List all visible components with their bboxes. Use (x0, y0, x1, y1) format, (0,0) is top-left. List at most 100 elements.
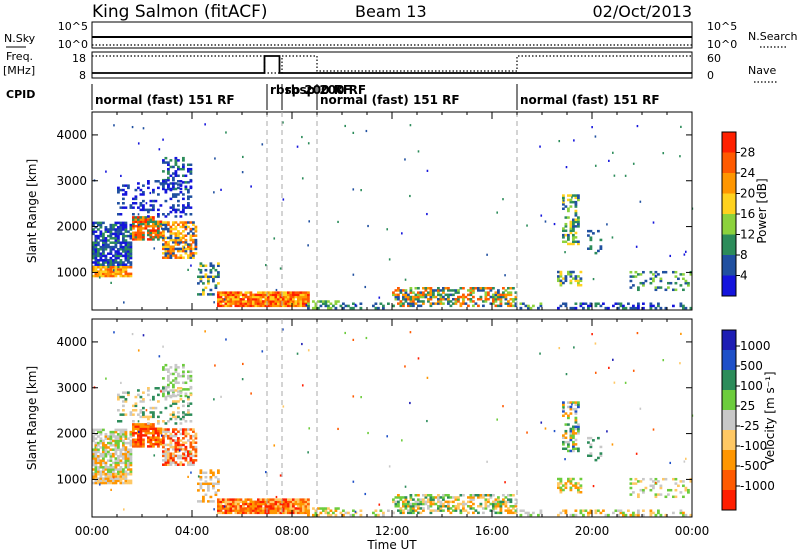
velocity-cell (149, 406, 153, 410)
velocity-cell (97, 479, 100, 483)
power-cell (202, 275, 205, 279)
velocity-colorbar-label: Velocity [m s⁻¹] (763, 371, 777, 464)
power-cell (232, 302, 235, 305)
velocity-cell (97, 468, 100, 471)
velocity-cell (414, 500, 418, 504)
velocity-cell (192, 445, 195, 449)
power-cell (187, 167, 190, 171)
velocity-cell (214, 364, 216, 367)
power-cell (182, 221, 185, 224)
power-cell (482, 304, 485, 308)
power-cell (449, 289, 453, 292)
power-cell (509, 293, 513, 297)
power-cell (564, 277, 568, 280)
power-cell (437, 297, 440, 301)
velocity-cell (402, 496, 405, 499)
power-cell (117, 234, 120, 238)
power-cell (682, 288, 685, 292)
velocity-cell (514, 511, 518, 515)
velocity-cell (294, 498, 298, 501)
velocity-cell (277, 502, 280, 506)
velocity-cell (174, 461, 178, 464)
velocity-cell (249, 502, 253, 506)
power-cell (227, 295, 230, 299)
velocity-cell (577, 486, 580, 490)
velocity-cell (427, 500, 430, 504)
power-cell (572, 238, 575, 241)
velocity-cell (462, 507, 465, 510)
velocity-cell (252, 509, 255, 512)
power-cell (569, 222, 573, 226)
freq-panel-frame (91, 51, 693, 79)
power-cell (589, 238, 593, 242)
velocity-cell (342, 509, 345, 512)
power-cell (574, 211, 578, 215)
power-cell (219, 295, 223, 299)
velocity-cell (612, 511, 615, 515)
velocity-cell (407, 504, 410, 508)
power-cell (157, 193, 160, 196)
velocity-cell (167, 452, 170, 455)
velocity-cell (127, 448, 130, 451)
power-cell (289, 295, 293, 299)
velocity-cell (429, 502, 433, 506)
power-cell (149, 238, 153, 241)
power-cell (219, 297, 223, 301)
power-cell (213, 191, 215, 194)
power-cell (174, 210, 178, 214)
power-cell (462, 297, 465, 301)
velocity-cell (164, 428, 168, 431)
velocity-cell (274, 498, 278, 501)
velocity-cell (94, 468, 98, 471)
power-cell (669, 281, 673, 285)
velocity-cell (124, 457, 128, 460)
velocity-cell (409, 507, 413, 510)
velocity-cell (114, 473, 118, 476)
velocity-cell (94, 428, 98, 432)
velocity-cell (102, 450, 105, 454)
velocity-cell (632, 482, 635, 485)
power-cell (432, 302, 435, 305)
velocity-cell (149, 440, 153, 444)
power-cell (172, 232, 175, 235)
power-cell (572, 242, 575, 246)
velocity-cell (417, 500, 420, 504)
velocity-cell (139, 395, 143, 399)
power-cell (177, 183, 180, 186)
velocity-cell (172, 430, 175, 433)
velocity-cell (409, 509, 413, 512)
power-cell (297, 293, 300, 297)
power-cell (104, 243, 108, 247)
velocity-cell (257, 500, 260, 504)
velocity-cell (124, 448, 128, 451)
velocity-cell (249, 507, 253, 510)
power-cell (102, 237, 105, 240)
velocity-cell (497, 496, 500, 499)
velocity-cell (269, 500, 273, 504)
power-cell (577, 225, 580, 228)
power-cell (187, 245, 190, 248)
power-cell (202, 290, 205, 294)
power-cell (249, 293, 253, 297)
power-cell (679, 304, 683, 308)
velocity-cell (134, 431, 138, 435)
velocity-cell (112, 430, 115, 434)
time-axis: 00:00 04:00 08:00 12:00 16:00 20:00 00:00 (75, 524, 710, 538)
velocity-cell (107, 446, 110, 449)
power-cell (104, 254, 108, 258)
power-cell (299, 297, 303, 301)
power-cell (447, 295, 450, 299)
power-cell (417, 304, 420, 308)
velocity-cell (127, 468, 130, 471)
velocity-cell (134, 438, 138, 442)
velocity-cell (149, 442, 153, 446)
velocity-cell (652, 480, 655, 483)
velocity-cell (377, 513, 380, 517)
velocity-cell (92, 457, 95, 460)
power-cell (169, 249, 173, 253)
velocity-cell (167, 459, 170, 462)
velocity-cell (259, 509, 263, 512)
power-cell (409, 295, 413, 299)
velocity-cell (239, 507, 243, 510)
power-cell (149, 199, 153, 203)
